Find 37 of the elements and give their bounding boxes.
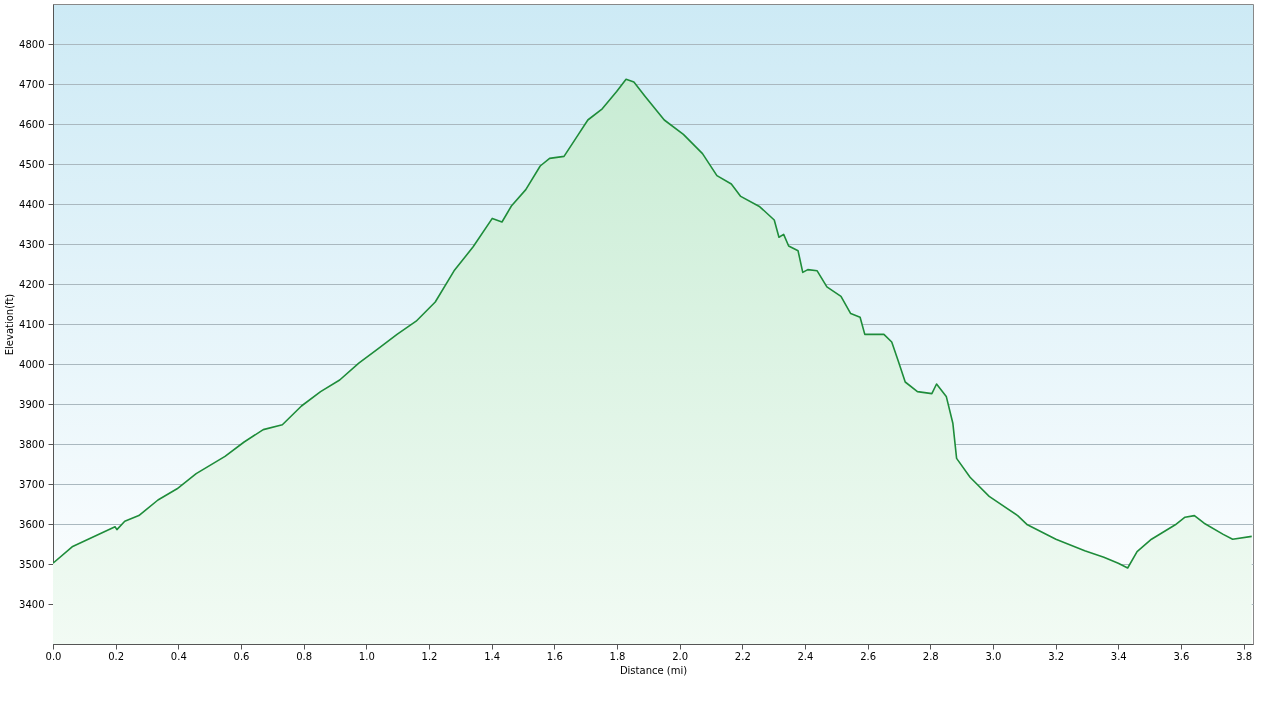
y-tick-label: 4100	[19, 318, 45, 330]
x-tick-label: 1.4	[484, 650, 501, 662]
y-tick-label: 3400	[19, 598, 45, 610]
x-tick-label: 0.6	[233, 650, 250, 662]
y-tick-label: 3600	[19, 518, 45, 530]
y-tick-label: 3800	[19, 438, 45, 450]
y-tick-label: 4600	[19, 118, 45, 130]
x-tick-label: 3.6	[1173, 650, 1190, 662]
x-tick-label: 1.8	[609, 650, 626, 662]
x-tick-label: 3.4	[1110, 650, 1127, 662]
x-tick-label: 2.6	[860, 650, 877, 662]
y-tick-label: 4400	[19, 198, 45, 210]
y-tick-label: 4500	[19, 158, 45, 170]
x-tick-label: 2.0	[672, 650, 689, 662]
y-tick-label: 4300	[19, 238, 45, 250]
y-tick-label: 4200	[19, 278, 45, 290]
x-tick-label: 3.2	[1048, 650, 1065, 662]
x-tick-label: 1.2	[421, 650, 438, 662]
x-tick-label: 2.4	[797, 650, 814, 662]
y-tick-label: 4000	[19, 358, 45, 370]
x-tick-label: 2.2	[734, 650, 751, 662]
x-axis-title: Distance (mi)	[619, 664, 688, 676]
x-tick-label: 3.8	[1236, 650, 1253, 662]
x-tick-label: 2.8	[922, 650, 939, 662]
x-tick-label: 0.0	[45, 650, 62, 662]
y-tick-label: 3500	[19, 558, 45, 570]
x-tick-label: 0.2	[108, 650, 125, 662]
x-tick-label: 0.4	[170, 650, 187, 662]
x-tick-label: 3.0	[985, 650, 1002, 662]
x-tick-label: 1.0	[358, 650, 375, 662]
y-tick-label: 4700	[19, 78, 45, 90]
y-tick-label: 3900	[19, 398, 45, 410]
x-tick-label: 0.8	[296, 650, 313, 662]
y-tick-label: 4800	[19, 38, 45, 50]
y-axis-title: Elevation(ft)	[4, 293, 16, 356]
y-tick-label: 3700	[19, 478, 45, 490]
x-tick-label: 1.6	[546, 650, 563, 662]
